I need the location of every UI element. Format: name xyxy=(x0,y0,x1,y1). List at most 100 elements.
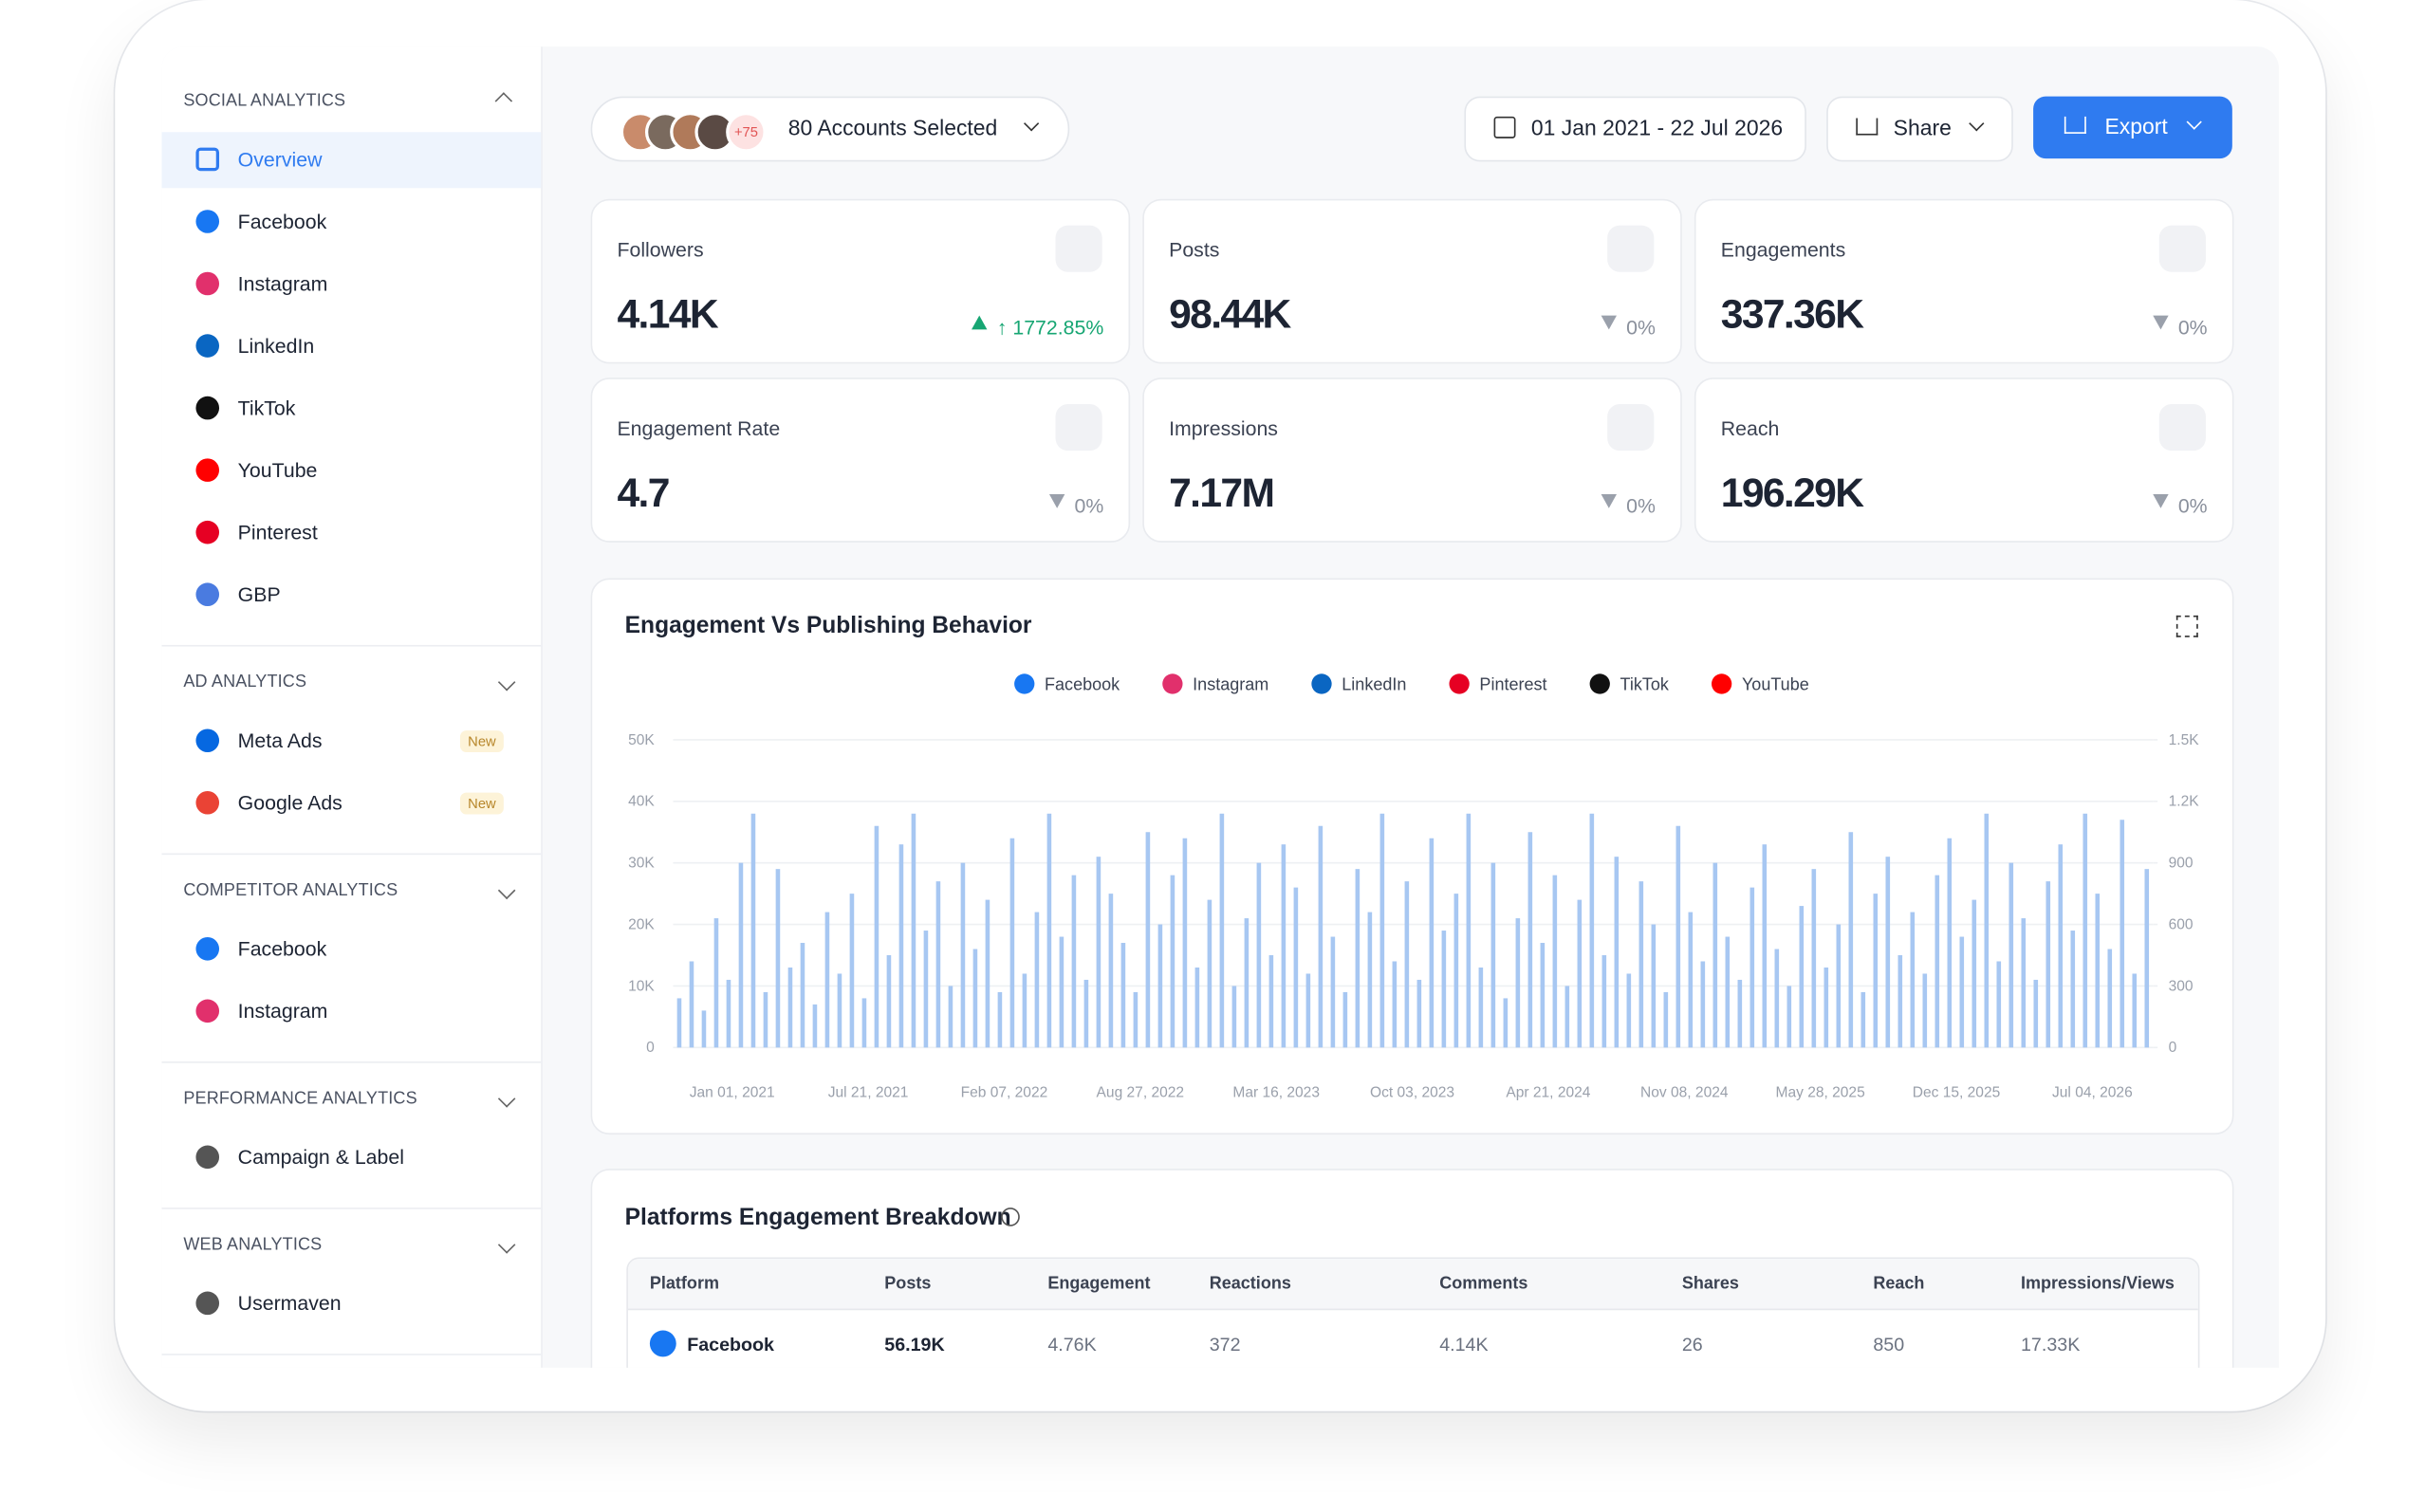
nav-item[interactable]: Campaign & Label xyxy=(161,1130,541,1186)
bar xyxy=(1466,813,1472,1048)
kpi-value: 7.17M xyxy=(1169,469,1275,516)
platform-icon xyxy=(649,1330,676,1357)
nav-item[interactable]: Overview xyxy=(161,132,542,189)
bar xyxy=(1120,943,1126,1048)
section-title: SOCIAL ANALYTICS xyxy=(183,91,346,111)
kpi-icon xyxy=(1607,403,1655,452)
bar xyxy=(1515,918,1521,1048)
bar xyxy=(738,862,744,1048)
nav-label: Google Ads xyxy=(237,790,342,815)
nav-item[interactable]: Facebook xyxy=(161,194,541,250)
nav-icon xyxy=(195,147,220,172)
nav-icon xyxy=(195,936,220,961)
nav-item[interactable]: YouTube xyxy=(161,443,541,499)
bar xyxy=(2070,931,2076,1048)
table: Platform Posts Engagement Reactions Comments… xyxy=(626,1257,2200,1368)
bar xyxy=(1947,838,1953,1048)
nav-item[interactable]: TikTok xyxy=(161,380,541,436)
nav-label: YouTube xyxy=(237,458,318,482)
kpi-card: Followers 4.14K ↑ 1772.85% xyxy=(590,198,1131,364)
bar xyxy=(948,986,953,1048)
nav-icon xyxy=(195,790,220,815)
nav-item[interactable]: Instagram xyxy=(161,256,541,312)
bar xyxy=(1478,967,1484,1048)
bar xyxy=(1663,991,1669,1048)
bar xyxy=(1009,838,1015,1048)
nav-item[interactable]: Pinterest xyxy=(161,505,541,561)
bar xyxy=(1786,986,1792,1048)
legend-icon xyxy=(1311,673,1332,694)
export-button[interactable]: Export xyxy=(2033,96,2232,159)
bar xyxy=(886,954,892,1048)
nav-item[interactable]: Instagram xyxy=(161,984,541,1040)
kpi-icon xyxy=(2158,225,2206,272)
bar xyxy=(1737,979,1743,1048)
legend-label: Pinterest xyxy=(1479,674,1546,693)
trend-arrow xyxy=(1048,494,1065,508)
expand-icon[interactable] xyxy=(2175,615,2198,637)
bar xyxy=(1305,973,1311,1048)
nav-label: GBP xyxy=(237,582,281,606)
bar xyxy=(800,943,805,1048)
nav-item[interactable]: Google Ads New xyxy=(161,776,541,832)
bar xyxy=(1897,954,1903,1048)
legend-icon xyxy=(1014,673,1035,694)
share-label: Share xyxy=(1893,115,1952,140)
chevron xyxy=(1969,116,1985,132)
kpi-label: Engagements xyxy=(1720,237,1846,262)
bar xyxy=(837,973,842,1048)
y-tick-label: 50K xyxy=(628,732,655,748)
bar xyxy=(1157,924,1163,1048)
bar xyxy=(2095,894,2101,1048)
bar xyxy=(1083,979,1089,1048)
x-tick-label: Mar 16, 2023 xyxy=(1232,1085,1320,1101)
kpi-change: 0% xyxy=(2177,494,2208,518)
info-icon xyxy=(1001,1208,1020,1226)
trend-arrow xyxy=(1601,315,1617,330)
kpi-label: Followers xyxy=(617,237,704,262)
nav-icon xyxy=(195,1291,220,1316)
nav-label: Usermaven xyxy=(237,1291,342,1316)
bar xyxy=(874,825,879,1048)
bar xyxy=(1034,912,1040,1048)
nav-item[interactable]: Facebook xyxy=(161,922,541,978)
accounts-selector[interactable]: +75 80 Accounts Selected xyxy=(590,96,1070,162)
nav-item[interactable]: GBP xyxy=(161,567,541,623)
nav-item[interactable]: LinkedIn xyxy=(161,319,541,375)
bar xyxy=(911,813,916,1048)
date-picker[interactable]: 01 Jan 2021 - 22 Jul 2026 xyxy=(1464,96,1806,162)
bar xyxy=(1873,894,1879,1048)
nav-item[interactable]: Usermaven xyxy=(161,1276,541,1332)
bar xyxy=(1182,838,1188,1048)
bar xyxy=(1848,832,1854,1048)
nav-label: Instagram xyxy=(237,271,328,296)
bar xyxy=(1071,875,1077,1048)
bar xyxy=(1799,906,1805,1048)
bar xyxy=(2008,862,2014,1048)
chart-title: Engagement Vs Publishing Behavior xyxy=(624,612,1032,639)
y2-tick-label: 0 xyxy=(2169,1040,2177,1056)
bar xyxy=(1688,912,1694,1048)
share-icon xyxy=(1856,118,1879,136)
chevron xyxy=(2186,114,2202,130)
legend-label: LinkedIn xyxy=(1342,674,1406,693)
bar xyxy=(849,894,855,1048)
bar xyxy=(1651,924,1657,1048)
bar-chart: Facebook Instagram LinkedIn Pinterest TikTok… xyxy=(628,673,2199,1101)
bar xyxy=(997,991,1003,1048)
bar xyxy=(1860,991,1866,1048)
bar xyxy=(1404,881,1410,1048)
nav-label: Instagram xyxy=(237,999,328,1023)
bar xyxy=(750,813,756,1048)
bar xyxy=(1170,875,1175,1048)
nav-icon xyxy=(195,396,220,420)
divider xyxy=(161,1061,542,1063)
table-cell: 26 xyxy=(1681,1333,1703,1355)
x-tick-label: Nov 08, 2024 xyxy=(1640,1085,1729,1101)
table-header xyxy=(627,1259,2198,1311)
bar xyxy=(1527,832,1533,1048)
share-button[interactable]: Share xyxy=(1826,96,2013,162)
bar xyxy=(1540,943,1546,1048)
bar xyxy=(787,967,793,1048)
nav-item[interactable]: Meta Ads New xyxy=(161,713,541,769)
